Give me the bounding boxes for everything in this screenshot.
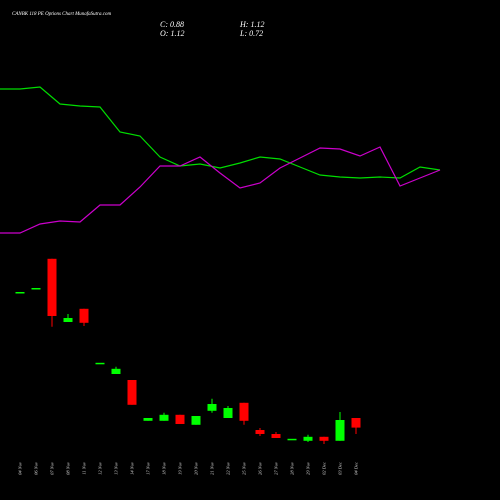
candle-body [191,416,201,425]
x-tick-label: 21 Nov [210,462,215,475]
candle-body [143,418,153,421]
candle-body [223,408,233,418]
candle-body [31,288,41,290]
candle-body [319,436,329,441]
x-tick-label: 04 Dec [354,462,359,475]
candle-body [111,368,121,374]
x-tick-label: 29 Nov [306,462,311,475]
x-tick-label: 02 Dec [322,462,327,475]
candle-body [239,402,249,421]
x-tick-label: 13 Nov [114,462,119,475]
candle-body [303,436,313,441]
candle-body [127,380,137,405]
indicator-line [0,86,441,179]
x-tick-label: 18 Nov [162,462,167,475]
x-tick-label: 19 Nov [178,462,183,475]
candle-body [287,438,297,441]
x-tick-label: 20 Nov [194,462,199,475]
x-tick-label: 27 Nov [274,462,279,475]
chart-title: CANBK 118 PE Options Chart MunafaSutra.c… [12,12,111,17]
candle-body [335,420,345,441]
x-tick-label: 06 Nov [34,462,39,475]
x-tick-label: 08 Nov [66,462,71,475]
candle-body [47,258,57,316]
x-tick-label: 12 Nov [98,462,103,475]
candle-body [351,418,361,428]
candle-body [271,434,281,438]
low-label: L: 0.72 [239,29,263,38]
x-tick-label: 26 Nov [258,462,263,475]
candle-body [79,308,89,323]
open-label: O: 1.12 [160,29,184,38]
x-tick-label: 03 Dec [338,462,343,475]
candle-body [207,404,217,411]
x-tick-label: 17 Nov [146,462,151,475]
x-tick-label: 25 Nov [242,462,247,475]
candle-body [159,414,169,421]
x-tick-label: 14 Nov [130,462,135,475]
x-tick-label: 04 Nov [18,462,23,475]
candle-body [175,414,185,424]
x-tick-label: 22 Nov [226,462,231,475]
candle-body [255,430,265,434]
high-label: H: 1.12 [239,20,264,29]
x-tick-label: 11 Nov [82,462,87,475]
candle-body [63,318,73,322]
candle-body [15,292,25,294]
indicator-line [0,146,441,234]
x-tick-label: 07 Nov [50,462,55,475]
x-tick-label: 28 Nov [290,462,295,475]
close-label: C: 0.88 [160,20,184,29]
candle-body [95,362,105,365]
